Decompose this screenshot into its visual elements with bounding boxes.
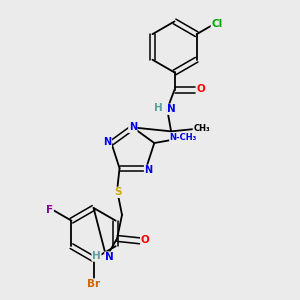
Text: O: O [141, 235, 149, 245]
Text: Cl: Cl [211, 19, 223, 29]
Text: H: H [92, 251, 101, 261]
Text: H: H [154, 103, 163, 113]
Text: N: N [167, 104, 176, 114]
Text: S: S [114, 187, 121, 197]
Text: N: N [145, 165, 153, 175]
Text: Br: Br [88, 279, 100, 289]
Text: F: F [46, 205, 53, 215]
Text: O: O [196, 84, 205, 94]
Text: CH₃: CH₃ [193, 124, 210, 133]
Text: N: N [103, 137, 112, 147]
Text: N: N [129, 122, 137, 132]
Text: N: N [105, 252, 114, 262]
Text: N-CH₃: N-CH₃ [169, 133, 197, 142]
